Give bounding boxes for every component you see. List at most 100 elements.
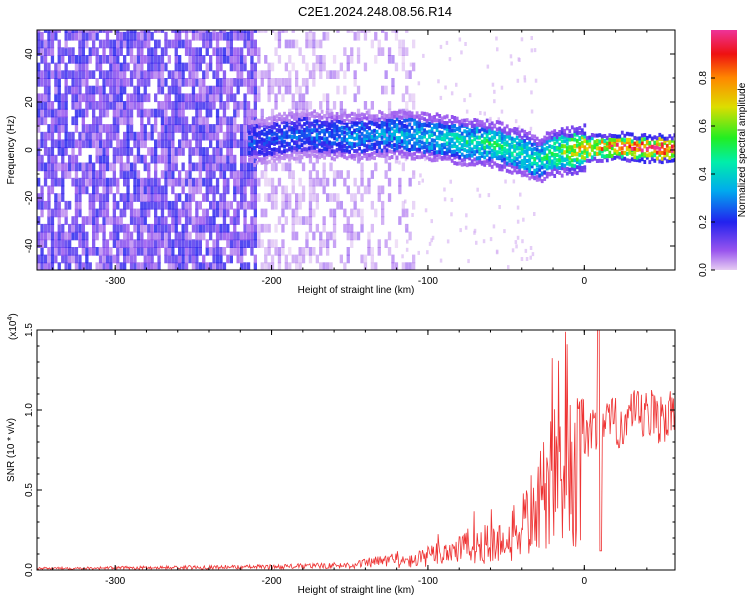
spectrogram-cell <box>335 148 339 152</box>
spectrogram-cell <box>475 240 478 245</box>
spectrogram-cell <box>102 101 106 110</box>
spectrogram-cell <box>553 146 557 150</box>
spectrogram-cell <box>420 116 424 121</box>
spectrogram-cell <box>353 156 356 161</box>
spectrogram-cell <box>129 254 134 264</box>
snr-xlabel: Height of straight line (km) <box>298 585 415 596</box>
spectrogram-cell <box>47 108 51 118</box>
spectrogram-cell <box>116 247 120 256</box>
spectrogram-cell <box>133 254 137 264</box>
spectrogram-cell <box>248 121 251 125</box>
spectrogram-xlabel: Height of straight line (km) <box>298 285 415 296</box>
spectrogram-cell <box>40 247 44 256</box>
spectrogram-cell <box>243 30 247 33</box>
spectrogram-cell <box>78 31 82 41</box>
spectrogram-cell <box>229 239 233 248</box>
spectrogram-cell <box>298 47 302 56</box>
spectrogram-cell <box>273 131 276 136</box>
spectrogram-cell <box>129 55 134 64</box>
spectrogram-cell <box>295 124 299 129</box>
spectrogram-cell <box>202 93 206 103</box>
spectrogram-cell <box>123 231 127 241</box>
spectrogram-cell <box>475 126 479 131</box>
spectrogram-cell <box>350 141 354 146</box>
spectrogram-cell <box>550 159 554 164</box>
spectrogram-cell <box>528 140 532 145</box>
spectrogram-cell <box>453 132 457 137</box>
spectrogram-cell <box>404 224 408 229</box>
spectrogram-cell <box>157 254 161 264</box>
spectrogram-cell <box>291 30 295 33</box>
spectrogram-cell <box>171 30 175 33</box>
spectrogram-cell <box>102 85 106 95</box>
spectrogram-cell <box>129 193 134 202</box>
spectrogram-cell <box>563 150 567 155</box>
spectrogram-cell <box>301 247 306 256</box>
spectrogram-cell <box>530 151 534 156</box>
spectrogram-cell <box>195 116 199 126</box>
spectrogram-cell <box>205 208 209 218</box>
spectrogram-cell <box>558 149 562 154</box>
spectrogram-cell <box>540 148 544 153</box>
spectrogram-cell <box>171 70 175 79</box>
spectrogram-cell <box>375 121 379 126</box>
spectrogram-cell <box>74 62 79 72</box>
spectrogram-cell <box>102 78 106 87</box>
spectrogram-cell <box>57 93 61 103</box>
spectrogram-cell <box>61 124 65 133</box>
spectrogram-cell <box>408 93 412 103</box>
spectrogram-cell <box>47 247 51 256</box>
spectrogram-cell <box>398 115 401 120</box>
spectrogram-cell <box>524 248 528 253</box>
spectrogram-cell <box>74 31 79 41</box>
spectrogram-cell <box>303 113 306 117</box>
spectrogram-cell <box>253 47 257 56</box>
spectrogram-cell <box>71 101 75 110</box>
spectrogram-cell <box>558 130 562 134</box>
spectrogram-cell <box>578 159 582 164</box>
spectrogram-cell <box>545 140 549 145</box>
spectrogram-cell <box>264 262 268 270</box>
spectrogram-cell <box>403 133 406 138</box>
spectrogram-cell <box>428 157 431 162</box>
spectrogram-cell <box>136 47 141 56</box>
spectrogram-cell <box>355 142 359 147</box>
spectrogram-cell <box>202 147 206 156</box>
spectrogram-cell <box>209 131 213 141</box>
spectrogram-cell <box>335 132 339 137</box>
spectrogram-cell <box>95 147 99 156</box>
spectrogram-cell <box>428 117 431 121</box>
spectrogram-cell <box>195 108 199 118</box>
spectrogram-cell <box>40 70 44 79</box>
spectrogram-cell <box>301 93 306 103</box>
spectrogram-cell <box>595 146 599 151</box>
spectrogram-cell <box>229 31 233 41</box>
spectrogram-cell <box>191 116 196 126</box>
spectrogram-cell <box>278 154 281 159</box>
spectrogram-cell <box>401 62 405 72</box>
spectrogram-cell <box>74 101 79 110</box>
spectrogram-cell <box>222 47 227 56</box>
spectrogram-cell <box>167 262 171 270</box>
spectrogram-cell <box>240 239 244 248</box>
spectrogram-cell <box>64 116 68 126</box>
spectrogram-cell <box>568 162 572 167</box>
spectrogram-cell <box>226 31 230 41</box>
spectrogram-cell <box>473 228 477 233</box>
spectrogram-cell <box>360 223 364 233</box>
spectrogram-cell <box>570 137 574 142</box>
spectrogram-cell <box>140 177 144 187</box>
spectrogram-cell <box>543 155 547 160</box>
spectrogram-cell <box>387 108 392 118</box>
spectrogram-cell <box>243 31 247 41</box>
spectrogram-cell <box>233 231 237 241</box>
spectrogram-cell <box>540 165 544 170</box>
spectrogram-cell <box>74 254 79 264</box>
spectrogram-cell <box>515 145 519 150</box>
spectrogram-cell <box>383 113 386 118</box>
spectrogram-cell <box>375 124 379 129</box>
spectrogram-cell <box>348 119 351 124</box>
spectrogram-cell <box>540 141 544 146</box>
spectrogram-cell <box>195 223 199 233</box>
